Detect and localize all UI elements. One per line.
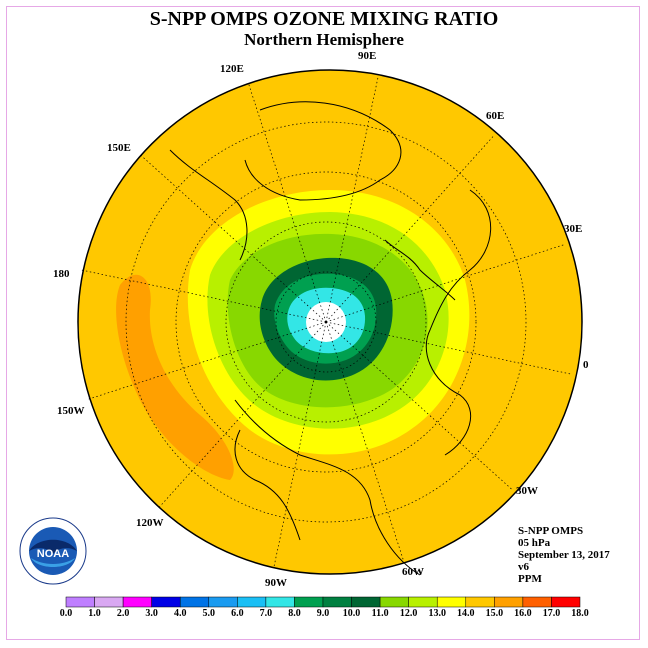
figure-title: S-NPP OMPS OZONE MIXING RATIO bbox=[149, 8, 499, 30]
orange-contour-region bbox=[116, 274, 234, 480]
colorbar-tick-label: 14.0 bbox=[457, 608, 475, 619]
lon-label-90w: 90W bbox=[265, 577, 287, 589]
colorbar-tick-label: 10.0 bbox=[342, 608, 361, 619]
colorbar-swatch bbox=[379, 596, 409, 608]
colorbar-swatch bbox=[294, 596, 324, 608]
colorbar-swatch bbox=[436, 596, 467, 608]
colorbar-tick-label: 6.0 bbox=[231, 608, 244, 619]
coastlines bbox=[169, 101, 492, 576]
info-version: v6 bbox=[518, 561, 529, 573]
lon-label-60w: 60W bbox=[402, 566, 424, 578]
info-date: September 13, 2017 bbox=[518, 549, 610, 561]
colorbar-swatch bbox=[94, 596, 124, 608]
info-block: S-NPP OMPS 05 hPa September 13, 2017 v6 … bbox=[518, 525, 610, 585]
latitude-grid bbox=[125, 121, 527, 523]
noaa-logo-text: NOAA bbox=[37, 548, 69, 560]
colorbar-tick-label: 9.0 bbox=[316, 608, 330, 619]
lon-label-0: 0 bbox=[583, 359, 589, 371]
colorbar-swatch bbox=[494, 596, 524, 608]
lon-label-120e: 120E bbox=[220, 63, 244, 75]
colorbar-tick-label: 8.0 bbox=[288, 608, 301, 619]
colorbar-tick-label: 11.0 bbox=[371, 608, 389, 619]
lon-label-150e: 150E bbox=[107, 142, 131, 154]
noaa-logo-icon: NOAA bbox=[19, 517, 87, 585]
colorbar-tick-label: 4.0 bbox=[173, 608, 187, 619]
lon-label-150w: 150W bbox=[57, 405, 85, 417]
colorbar-tick-label: 0.0 bbox=[59, 608, 73, 619]
colorbar-swatch bbox=[408, 596, 438, 608]
colorbar-tick-label: 17.0 bbox=[542, 608, 561, 619]
colorbar-tick-label: 13.0 bbox=[428, 608, 446, 619]
lon-label-30w: 30W bbox=[516, 485, 538, 497]
colorbar-swatch bbox=[65, 596, 95, 608]
colorbar-tick-label: 18.0 bbox=[571, 608, 589, 619]
lon-label-180: 180 bbox=[53, 268, 70, 280]
colorbar-swatch bbox=[265, 596, 295, 608]
lon-label-60e: 60E bbox=[486, 110, 505, 122]
colorbar-swatch bbox=[179, 596, 210, 608]
colorbar-swatch bbox=[551, 596, 581, 608]
figure-frame bbox=[6, 6, 640, 640]
colorbar-swatch bbox=[465, 596, 495, 608]
colorbar-tick-label: 5.0 bbox=[202, 608, 216, 619]
colorbar-tick-label: 3.0 bbox=[145, 608, 158, 619]
colorbar-tick-label: 7.0 bbox=[259, 608, 273, 619]
colorbar-swatch bbox=[322, 596, 352, 608]
colorbar-swatch bbox=[351, 596, 381, 608]
colorbar-tick-label: 16.0 bbox=[514, 608, 532, 619]
colorbar-swatch bbox=[522, 596, 552, 608]
info-pressure: 05 hPa bbox=[518, 537, 551, 549]
colorbar bbox=[65, 596, 581, 608]
colorbar-swatch bbox=[151, 596, 181, 608]
colorbar-swatch bbox=[208, 596, 238, 608]
colorbar-tick-label: 12.0 bbox=[399, 608, 418, 619]
lon-label-30e: 30E bbox=[564, 223, 583, 235]
lon-label-120w: 120W bbox=[136, 517, 164, 529]
colorbar-tick-label: 1.0 bbox=[88, 608, 101, 619]
colorbar-swatch bbox=[122, 596, 152, 608]
info-units: PPM bbox=[518, 573, 542, 585]
colorbar-tick-label: 2.0 bbox=[116, 608, 130, 619]
figure-subtitle: Northern Hemisphere bbox=[244, 30, 404, 49]
colorbar-tick-label: 15.0 bbox=[485, 608, 504, 619]
lon-label-90e: 90E bbox=[358, 50, 377, 62]
info-instrument: S-NPP OMPS bbox=[518, 525, 584, 537]
colorbar-swatch bbox=[237, 596, 267, 608]
